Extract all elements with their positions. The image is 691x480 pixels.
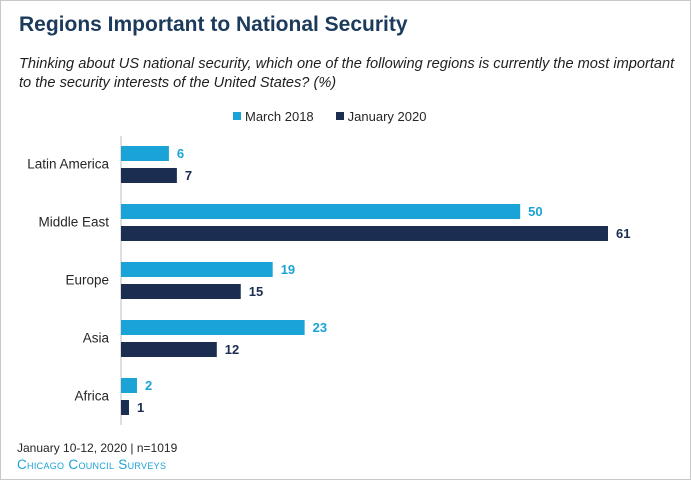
- data-label-latin-america-january-2020: 7: [185, 168, 192, 183]
- bar-africa-january-2020: [121, 400, 129, 415]
- bar-latin-america-january-2020: [121, 168, 177, 183]
- legend-swatch-january-2020: [335, 112, 344, 120]
- bar-asia-march-2018: [121, 320, 305, 335]
- category-label-latin-america: Latin America: [27, 157, 109, 172]
- category-label-middle-east: Middle East: [38, 215, 109, 230]
- legend-label-march-2018: March 2018: [245, 108, 314, 124]
- legend-item-march-2018: March 2018: [233, 109, 314, 124]
- bar-asia-january-2020: [121, 342, 217, 357]
- data-label-asia-march-2018: 23: [313, 320, 327, 335]
- footer-brand: Chicago Council Surveys: [17, 457, 167, 472]
- chart-legend: March 2018 January 2020: [233, 106, 448, 126]
- bar-europe-january-2020: [121, 284, 241, 299]
- data-label-europe-january-2020: 15: [249, 284, 263, 299]
- legend-item-january-2020: January 2020: [335, 108, 427, 124]
- legend-swatch-march-2018: [233, 112, 241, 120]
- data-label-middle-east-march-2018: 50: [528, 204, 542, 219]
- legend-label-january-2020: January 2020: [347, 108, 427, 124]
- bar-chart: Latin America 67 Middle East 50 61 Europe 19 15…: [27, 136, 630, 425]
- data-label-africa-march-2018: 2: [145, 378, 152, 393]
- bar-europe-march-2018: [121, 262, 273, 277]
- data-label-asia-january-2020: 12: [225, 342, 239, 357]
- chart-subtitle: Thinking about US national security, whi…: [19, 56, 675, 91]
- bar-africa-march-2018: [121, 378, 137, 393]
- bar-middle-east-march-2018: [121, 204, 521, 219]
- data-label-latin-america-march-2018: 6: [177, 146, 184, 161]
- bar-latin-america-march-2018: [121, 146, 169, 161]
- data-label-middle-east-january-2020: 61: [616, 226, 630, 241]
- category-label-africa: Africa: [74, 389, 109, 404]
- data-label-europe-march-2018: 19: [281, 262, 295, 277]
- footer-note: January 10-12, 2020 | n=1019: [17, 441, 178, 455]
- category-label-asia: Asia: [83, 331, 110, 346]
- data-label-africa-january-2020: 1: [137, 400, 144, 415]
- category-label-europe: Europe: [65, 273, 109, 288]
- chart-title: Regions Important to National Security: [19, 13, 408, 36]
- bar-middle-east-january-2020: [121, 226, 608, 241]
